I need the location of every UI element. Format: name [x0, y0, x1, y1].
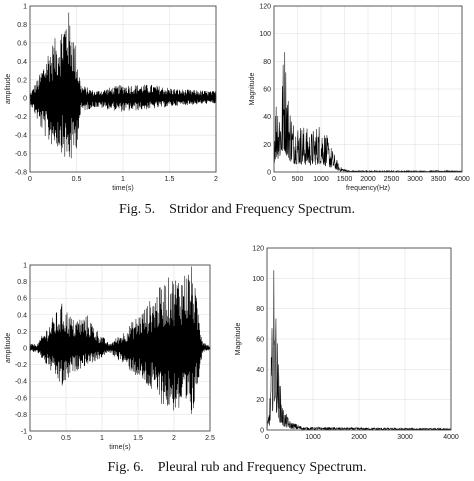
y-tick-label: 100 [252, 276, 264, 283]
x-tick-label: 0.5 [72, 176, 82, 183]
signal-line [29, 266, 211, 414]
x-tick-label: 0 [272, 176, 276, 183]
y-axis-label: amplitude [5, 74, 12, 104]
x-tick-label: 2 [214, 176, 218, 183]
signal-line [266, 270, 452, 431]
y-tick-label: 1 [23, 4, 27, 11]
signal-line [273, 52, 463, 173]
x-tick-label: 0 [265, 434, 269, 441]
x-tick-label: 4000 [454, 176, 470, 183]
y-tick-label: 0.2 [17, 77, 27, 84]
stridor-spectrum-chart: 0 500 1000 1500 2000 2500 3000 3500 4000 0 20 40 60 8… [249, 4, 470, 193]
y-axis-label: Magnitude [235, 323, 242, 356]
y-tick-label: 0.2 [17, 329, 27, 336]
x-tick-label: 2 [172, 435, 176, 442]
y-tick-label: 120 [252, 246, 264, 253]
x-tick-label: 3000 [407, 176, 423, 183]
x-tick-label: 3000 [397, 434, 413, 441]
y-tick-label: 40 [263, 114, 271, 121]
y-tick-label: 1 [23, 263, 27, 270]
stridor-waveform-chart: 0 0.5 1 1.5 2 -0.8 -0.6 -0.4 -0.2 0 0.2 0.4 0.6 0.8 1 t… [5, 4, 218, 193]
y-tick-label: -0.6 [15, 151, 27, 158]
x-tick-label: 2.5 [205, 435, 215, 442]
y-tick-label: 100 [259, 31, 271, 38]
x-tick-label: 1000 [305, 434, 321, 441]
y-tick-label: 0.4 [17, 312, 27, 319]
y-tick-label: 0 [267, 170, 271, 177]
x-tick-label: 4000 [443, 434, 459, 441]
y-tick-label: 40 [256, 367, 264, 374]
plot-frame [266, 247, 452, 431]
y-tick-label: -0.6 [15, 395, 27, 402]
y-tick-label: 0.8 [17, 22, 27, 29]
y-tick-label: 80 [256, 306, 264, 313]
y-tick-label: 0.4 [17, 59, 27, 66]
y-tick-label: -1 [21, 429, 27, 436]
x-tick-label: 1.5 [165, 176, 175, 183]
fig6-caption: Fig. 6. Pleural rub and Frequency Spectr… [107, 460, 367, 475]
x-tick-label: 0 [28, 176, 32, 183]
plot-frame [29, 5, 217, 173]
plot-frame [273, 5, 463, 173]
y-tick-label: 0.8 [17, 279, 27, 286]
y-tick-label: 20 [263, 142, 271, 149]
x-tick-label: 1500 [337, 176, 353, 183]
x-axis-label: time(s) [112, 185, 133, 192]
x-tick-label: 500 [292, 176, 304, 183]
y-tick-label: 60 [256, 337, 264, 344]
y-tick-label: 60 [263, 87, 271, 94]
y-tick-label: -0.4 [15, 379, 27, 386]
y-axis-label: amplitude [5, 333, 12, 363]
plot-frame [29, 264, 211, 432]
y-tick-label: -0.2 [15, 362, 27, 369]
x-axis-label: frequency(Hz) [346, 185, 390, 192]
y-tick-label: 120 [259, 4, 271, 11]
x-tick-label: 1 [100, 435, 104, 442]
fig5-caption: Fig. 5. Stridor and Frequency Spectrum. [118, 202, 356, 217]
y-tick-label: -0.2 [15, 114, 27, 121]
x-axis-label: time(s) [109, 444, 130, 451]
x-tick-label: 2000 [360, 176, 376, 183]
x-tick-label: 1.5 [133, 435, 143, 442]
y-tick-label: 0 [260, 428, 264, 435]
y-tick-label: 0.6 [17, 296, 27, 303]
y-tick-label: -0.4 [15, 133, 27, 140]
y-tick-label: 0.6 [17, 40, 27, 47]
x-tick-label: 1 [121, 176, 125, 183]
y-tick-label: -0.8 [15, 412, 27, 419]
y-tick-label: -0.8 [15, 170, 27, 177]
x-tick-label: 1000 [313, 176, 329, 183]
y-axis-label: Magnitude [249, 73, 256, 106]
pleural-rub-spectrum-chart: 0 1000 2000 3000 4000 0 20 40 60 80 100 120 Magnitud… [235, 246, 459, 442]
x-tick-label: 2000 [351, 434, 367, 441]
x-tick-label: 3500 [431, 176, 447, 183]
x-tick-label: 2500 [384, 176, 400, 183]
y-tick-label: 20 [256, 397, 264, 404]
pleural-rub-waveform-chart: 0 0.5 1 1.5 2 2.5 -1 -0.8 -0.6 -0.4 -0.2 0 0.2 0.4 0.6… [5, 263, 215, 452]
x-tick-label: 0.5 [61, 435, 71, 442]
y-tick-label: 0 [23, 96, 27, 103]
y-tick-label: 0 [23, 346, 27, 353]
x-tick-label: 0 [28, 435, 32, 442]
y-tick-label: 80 [263, 59, 271, 66]
signal-line [29, 12, 217, 159]
